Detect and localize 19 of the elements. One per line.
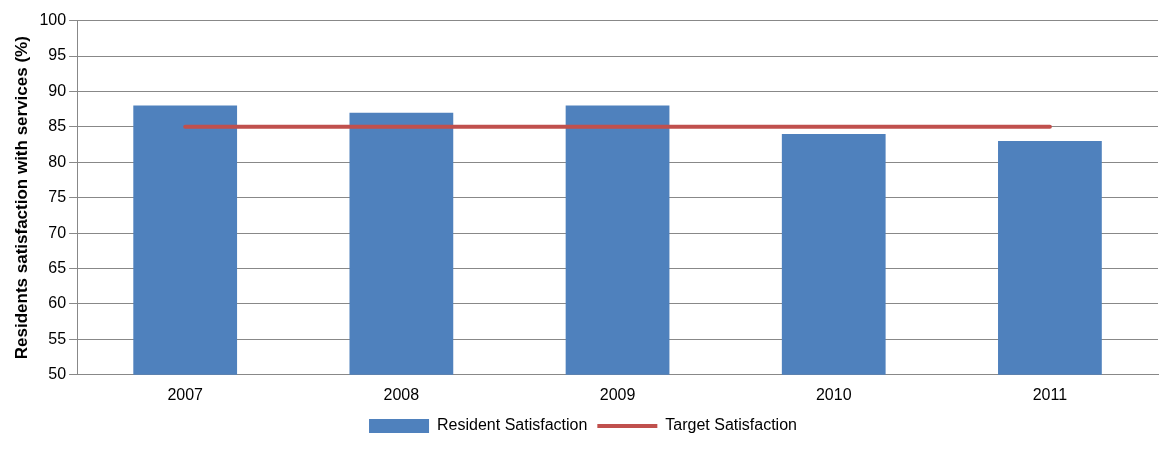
y-tick-label: 80 [48, 152, 67, 170]
x-tick-label: 2007 [167, 385, 204, 403]
x-tick-label: 2009 [599, 385, 636, 403]
y-tick-label: 50 [48, 365, 67, 383]
y-tick-label: 95 [48, 46, 67, 64]
x-tick-label: 2011 [1032, 385, 1068, 403]
legend-label: Resident Satisfaction [437, 416, 588, 434]
x-tick-label: 2008 [383, 385, 420, 403]
y-tick-label: 65 [48, 258, 67, 276]
y-tick-label: 85 [48, 117, 67, 135]
legend-label: Target Satisfaction [665, 416, 797, 434]
x-tick-label: 2010 [815, 385, 852, 403]
y-tick-label: 75 [48, 188, 67, 206]
y-tick-label: 55 [48, 329, 67, 347]
y-tick-label: 70 [48, 223, 67, 241]
y-axis-title: Residents satisfaction with services (%) [11, 36, 31, 360]
y-tick-label: 90 [48, 81, 67, 99]
y-tick-label: 60 [48, 294, 67, 312]
y-tick-label: 100 [39, 11, 67, 29]
